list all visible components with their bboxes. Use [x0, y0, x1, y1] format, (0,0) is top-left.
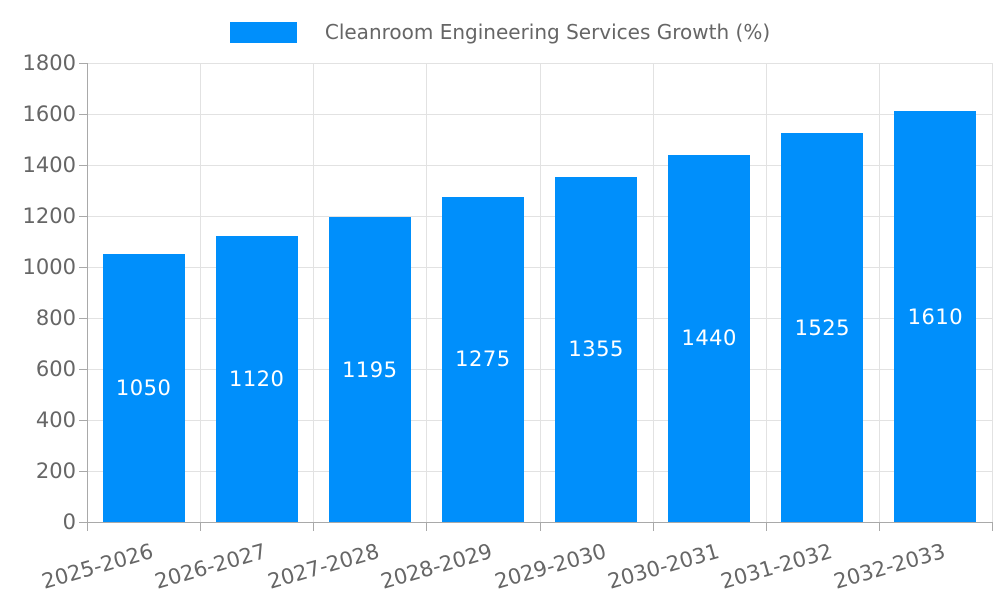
- legend-label: Cleanroom Engineering Services Growth (%…: [324, 20, 771, 44]
- bar-value-label: 1050: [115, 376, 172, 401]
- x-axis-tick: [87, 522, 88, 531]
- bar: 1195: [328, 217, 411, 522]
- x-axis-tick: [652, 522, 654, 531]
- y-axis-tick-label: 1000: [22, 255, 76, 279]
- bar-value-label: 1355: [568, 337, 624, 362]
- x-axis-tick: [765, 522, 767, 531]
- y-axis-tick: [79, 318, 87, 319]
- legend[interactable]: Cleanroom Engineering Services Growth (%…: [0, 21, 1000, 43]
- bar-value-label: 1525: [794, 315, 851, 340]
- bar-value-label: 1195: [342, 357, 398, 382]
- y-axis-tick-label: 0: [62, 510, 76, 534]
- x-axis-category-label: 2029-2030: [491, 539, 609, 594]
- x-axis-tick: [992, 522, 993, 531]
- y-axis-tick: [79, 216, 87, 217]
- y-axis-tick: [79, 114, 87, 115]
- gridline-vertical: [539, 63, 541, 522]
- x-axis-category-label: 2030-2031: [604, 539, 722, 594]
- x-axis-tick: [426, 522, 428, 531]
- x-axis-tick: [878, 522, 880, 531]
- x-axis-tick: [200, 522, 202, 531]
- gridline-vertical: [765, 63, 767, 522]
- y-axis-tick: [79, 63, 87, 64]
- gridline-vertical: [87, 63, 88, 522]
- y-axis-tick-label: 200: [35, 459, 76, 483]
- y-axis-tick: [79, 471, 87, 472]
- y-axis-tick: [79, 267, 87, 268]
- y-axis-tick-label: 1800: [22, 51, 76, 75]
- bar: 1440: [668, 154, 751, 522]
- x-axis-category-label: 2028-2029: [378, 539, 496, 594]
- gridline-vertical: [313, 63, 315, 522]
- y-axis-tick: [79, 165, 87, 166]
- plot-area: 1050 1120 1195 1275 1355 1440 1525 1610: [87, 63, 993, 522]
- bar: 1050: [102, 254, 185, 522]
- x-axis-category-label: 2025-2026: [39, 539, 156, 594]
- bar: 1355: [555, 176, 638, 522]
- x-axis-category-label: 2032-2033: [831, 539, 948, 594]
- x-axis-category-label: 2026-2027: [152, 539, 270, 594]
- bar: 1610: [894, 111, 977, 522]
- y-axis-tick-label: 1600: [22, 102, 76, 126]
- y-axis-tick: [79, 420, 87, 421]
- x-axis-tick: [313, 522, 315, 531]
- x-axis-category-label: 2031-2032: [718, 539, 835, 594]
- gridline-vertical: [992, 63, 993, 522]
- legend-swatch: [229, 21, 297, 43]
- x-axis-category-label: 2027-2028: [265, 539, 383, 594]
- gridline-vertical: [652, 63, 654, 522]
- gridline-vertical: [426, 63, 428, 522]
- bar-value-label: 1120: [228, 367, 285, 392]
- y-axis-tick: [79, 369, 87, 370]
- y-axis-tick-label: 1400: [22, 153, 76, 177]
- x-axis-tick: [539, 522, 541, 531]
- y-axis-tick-label: 400: [35, 408, 76, 432]
- y-axis-tick-label: 600: [35, 357, 76, 381]
- gridline-vertical: [878, 63, 880, 522]
- y-axis-tick-label: 800: [35, 306, 76, 330]
- y-axis-tick-label: 1200: [22, 204, 76, 228]
- bar: 1120: [215, 236, 298, 522]
- bar-value-label: 1610: [907, 304, 964, 329]
- bar-value-label: 1440: [681, 326, 737, 351]
- bar-value-label: 1275: [455, 347, 511, 372]
- bar: 1525: [781, 133, 864, 522]
- bar: 1275: [441, 196, 524, 522]
- x-axis-line: [80, 522, 992, 523]
- gridline-vertical: [200, 63, 202, 522]
